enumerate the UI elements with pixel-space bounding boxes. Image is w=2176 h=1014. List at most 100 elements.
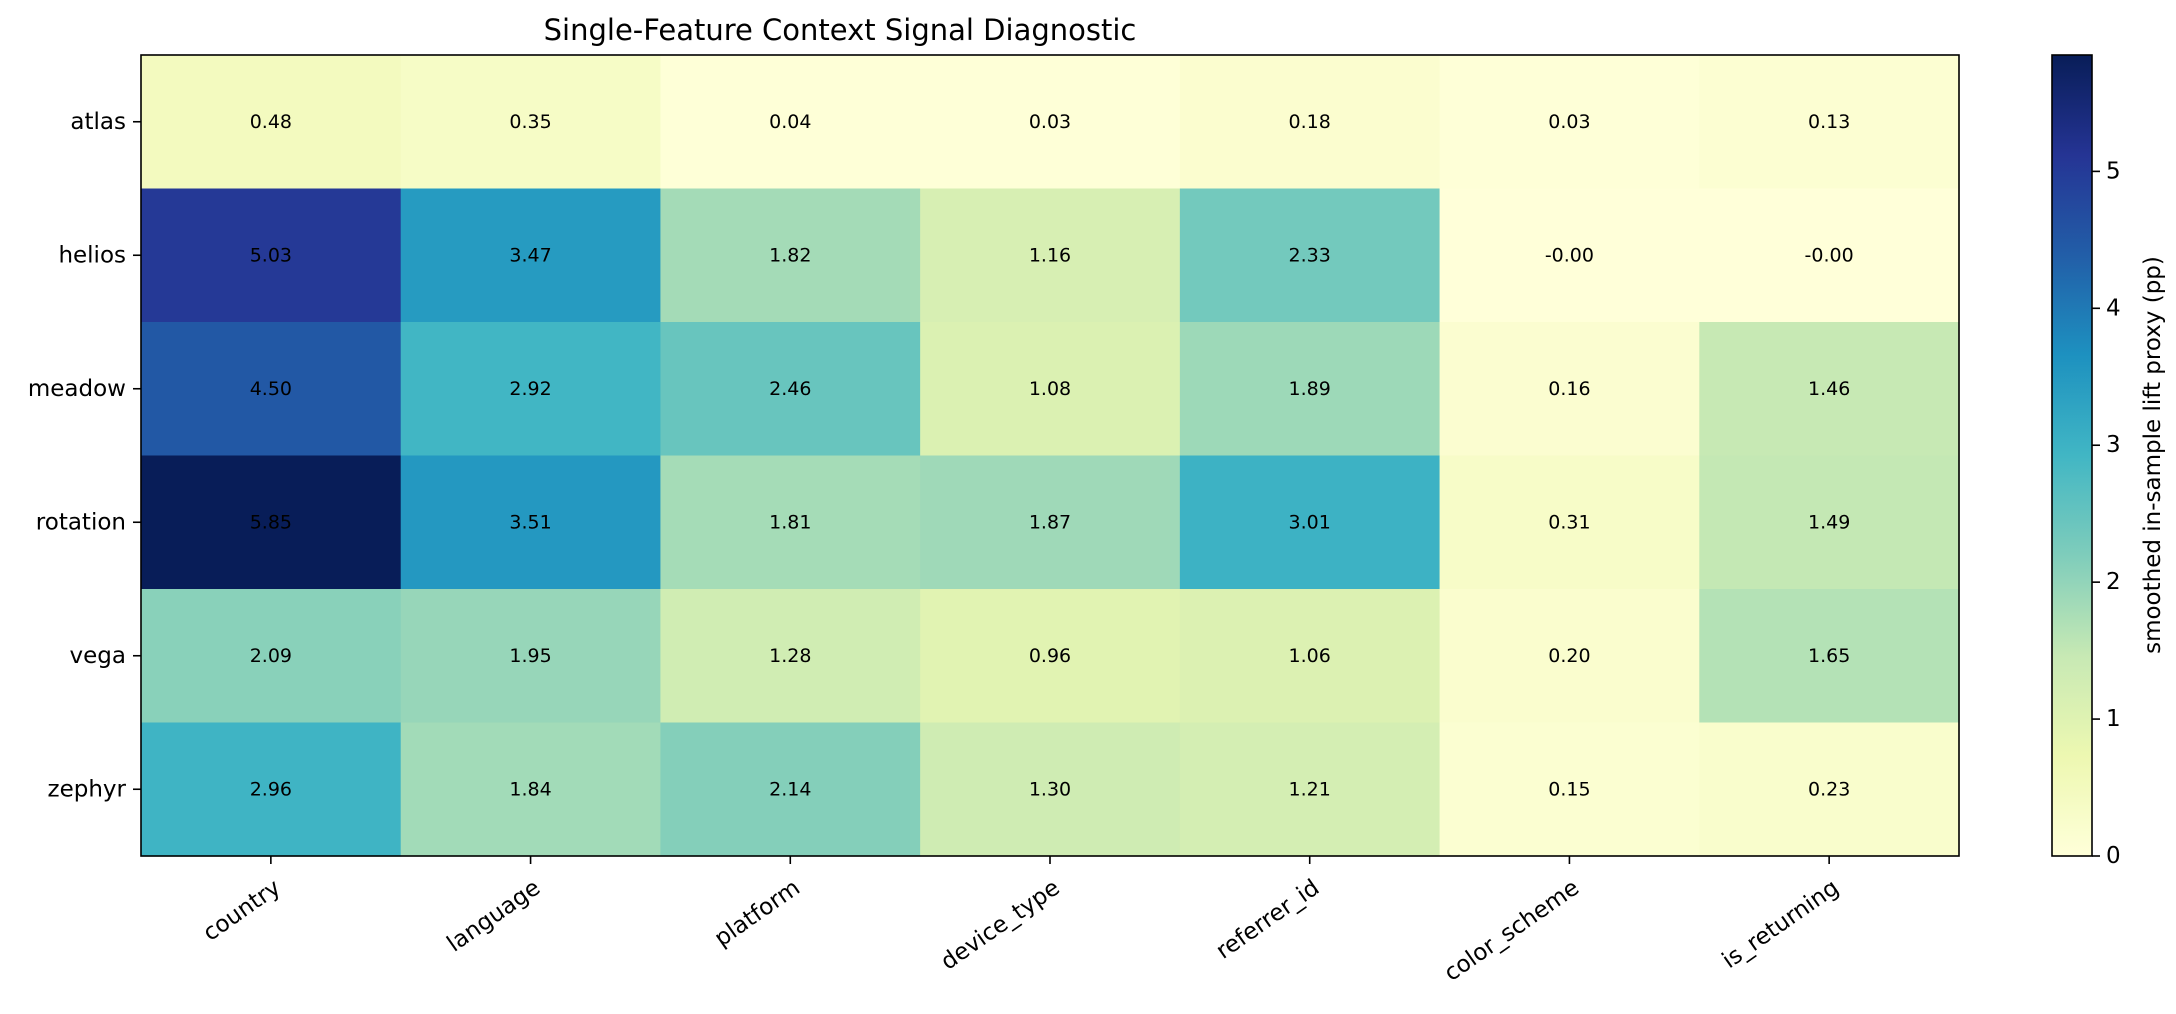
cell-value-label: 1.49	[1808, 511, 1850, 533]
cell-value-label: 2.96	[250, 778, 292, 800]
heatmap-cell	[141, 55, 402, 190]
heatmap-cell	[1439, 322, 1700, 457]
heatmap-cell	[400, 188, 662, 323]
cell-value-label: 0.35	[509, 111, 551, 133]
heatmap-cell	[660, 188, 921, 323]
cell-value-label: 2.09	[250, 645, 292, 667]
cell-value-label: -0.00	[1805, 244, 1854, 266]
heatmap-cell	[660, 589, 921, 724]
heatmap-cell	[1439, 188, 1700, 323]
cell-value-label: 1.81	[769, 511, 811, 533]
cell-value-label: 1.87	[1029, 511, 1071, 533]
colorbar-gradient	[2052, 55, 2092, 856]
y-tick-label: rotation	[36, 509, 126, 535]
y-tick-label: vega	[70, 643, 126, 669]
cell-value-label: 1.30	[1029, 778, 1071, 800]
cell-value-label: 1.16	[1029, 244, 1071, 266]
colorbar-tick-label: 2	[2106, 569, 2121, 595]
cell-value-label: 3.01	[1289, 511, 1331, 533]
cell-value-label: 0.03	[1548, 111, 1590, 133]
heatmap-cell	[1699, 322, 1960, 457]
heatmap-cell	[1179, 589, 1441, 724]
cell-value-label: 0.13	[1808, 111, 1850, 133]
colorbar-ticks: 0 1 2 3 4 5	[2092, 158, 2121, 869]
heatmap-cell	[1179, 322, 1441, 457]
cell-value-label: 1.84	[509, 778, 551, 800]
cell-value-label: 0.15	[1548, 778, 1590, 800]
heatmap-cell	[920, 455, 1181, 590]
heatmap-cell	[141, 188, 402, 323]
heatmap-cell	[141, 455, 402, 590]
heatmap-cell	[141, 589, 402, 724]
cell-value-label: 2.92	[509, 378, 551, 400]
heatmap-cell	[660, 455, 921, 590]
heatmap-cell	[1699, 722, 1960, 857]
cell-value-label: 1.21	[1289, 778, 1331, 800]
heatmap-cells	[141, 55, 1960, 857]
y-tick-label: meadow	[28, 376, 126, 402]
x-tick-label: country	[199, 875, 286, 947]
heatmap-cell	[1699, 589, 1960, 724]
cell-value-label: 1.65	[1808, 645, 1850, 667]
cell-value-label: 1.95	[509, 645, 551, 667]
heatmap-cell	[920, 722, 1181, 857]
heatmap-cell	[1439, 455, 1700, 590]
cell-value-label: 1.82	[769, 244, 811, 266]
heatmap-cell	[660, 55, 921, 190]
cell-value-label: 0.48	[250, 111, 292, 133]
cell-value-label: 3.51	[509, 511, 551, 533]
heatmap-cell	[920, 188, 1181, 323]
chart-title: Single-Feature Context Signal Diagnostic	[544, 13, 1137, 47]
cell-value-label: 2.46	[769, 378, 811, 400]
cell-value-label: 1.46	[1808, 378, 1850, 400]
cell-value-label: -0.00	[1545, 244, 1594, 266]
heatmap-cell	[1699, 188, 1960, 323]
x-tick-label: language	[443, 875, 546, 958]
cell-value-label: 4.50	[250, 378, 292, 400]
cell-value-label: 0.03	[1029, 111, 1071, 133]
colorbar-tick-label: 5	[2106, 158, 2121, 184]
cell-value-label: 1.89	[1289, 378, 1331, 400]
heatmap-cell	[400, 722, 662, 857]
cell-value-label: 5.03	[250, 244, 292, 266]
colorbar-tick-label: 1	[2106, 706, 2121, 732]
colorbar-label: smoothed in-sample lift proxy (pp)	[2140, 256, 2166, 654]
x-tick-label: color_scheme	[1440, 875, 1584, 987]
colorbar: 0 1 2 3 4 5 smoothed in-sample lift proxy (pp…	[2051, 54, 2166, 869]
heatmap-cell	[1179, 455, 1441, 590]
x-tick-label: is_returning	[1718, 875, 1844, 974]
cell-value-label: 0.96	[1029, 645, 1071, 667]
cell-value-label: 0.18	[1289, 111, 1331, 133]
heatmap-cell	[660, 722, 921, 857]
cell-value-label: 5.85	[250, 511, 292, 533]
heatmap-cell	[920, 322, 1181, 457]
cell-value-label: 0.04	[769, 111, 811, 133]
heatmap-cell	[660, 322, 921, 457]
y-tick-label: zephyr	[48, 776, 127, 802]
heatmap-cell-labels: 0.48 0.35 0.04 0.03 0.18 0.03 0.13 5.03 3.47 1.82…	[250, 111, 1854, 801]
heatmap-cell	[1699, 455, 1960, 590]
cell-value-label: 2.14	[769, 778, 811, 800]
heatmap-cell	[1439, 55, 1700, 190]
heatmap-cell	[1179, 188, 1441, 323]
cell-value-label: 3.47	[509, 244, 551, 266]
heatmap-cell	[1439, 589, 1700, 724]
y-tick-label: atlas	[70, 109, 126, 135]
cell-value-label: 1.28	[769, 645, 811, 667]
x-axis: country language platform device_type referr…	[199, 856, 1844, 987]
heatmap-cell	[141, 322, 402, 457]
cell-value-label: 0.31	[1548, 511, 1590, 533]
cell-value-label: 0.16	[1548, 378, 1590, 400]
colorbar-frame	[2051, 54, 2093, 857]
colorbar-tick-label: 4	[2106, 295, 2121, 321]
colorbar-tick-label: 0	[2106, 843, 2121, 869]
heatmap-cell	[400, 455, 662, 590]
heatmap-cell	[1699, 55, 1960, 190]
heatmap-cell	[1179, 55, 1441, 190]
cell-value-label: 0.23	[1808, 778, 1850, 800]
cell-value-label: 1.06	[1289, 645, 1331, 667]
x-tick-label: platform	[710, 875, 805, 952]
heatmap-cell	[1179, 722, 1441, 857]
x-tick-label: device_type	[936, 875, 1064, 976]
